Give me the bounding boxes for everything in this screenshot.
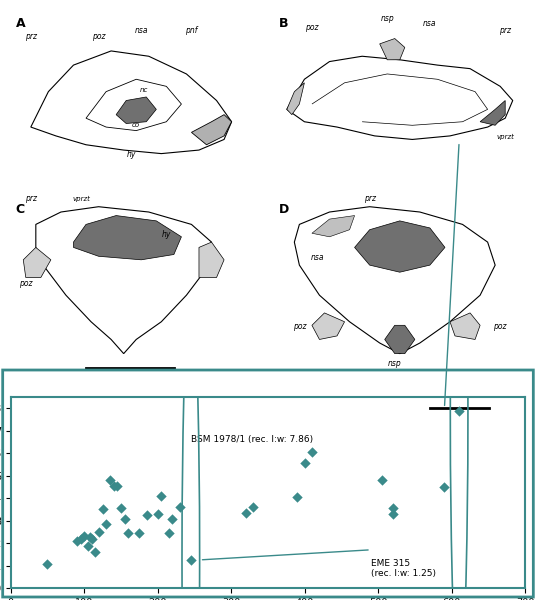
Point [87,534,96,544]
Point [301,458,309,468]
Point [153,509,162,518]
Text: nsa: nsa [423,19,437,28]
Text: A: A [16,17,25,31]
Polygon shape [23,247,51,278]
Polygon shape [450,313,480,340]
Point [249,502,258,512]
Point [106,475,114,485]
Point [86,533,94,542]
Polygon shape [287,83,304,115]
Text: poz: poz [19,280,33,289]
Polygon shape [312,215,355,237]
Text: EME 315
(rec. l:w: 1.25): EME 315 (rec. l:w: 1.25) [371,559,436,578]
Point [84,542,92,551]
Point [113,481,122,491]
Point [43,560,52,569]
Point [440,482,449,491]
Point [135,528,144,538]
Point [389,503,397,513]
Point [121,515,129,524]
Point [117,503,125,513]
Point [308,447,316,457]
Polygon shape [73,215,181,260]
Point [378,475,386,485]
Point [143,510,151,520]
Point [109,481,118,491]
Point [95,527,103,536]
Point [124,528,132,538]
Text: nc: nc [139,86,148,92]
Text: prz: prz [499,26,511,35]
Point [102,519,110,529]
Text: nsa: nsa [135,26,148,35]
Point [175,502,184,512]
Point [98,505,107,514]
Point [389,509,397,518]
Text: co: co [132,122,140,128]
Text: pnf: pnf [185,26,198,35]
Polygon shape [116,97,157,124]
Polygon shape [379,38,405,60]
Point [293,492,302,502]
Text: hy: hy [162,230,171,239]
Polygon shape [312,313,345,340]
Text: prz: prz [25,194,37,203]
Text: vprzt: vprzt [496,134,514,140]
Polygon shape [355,221,445,272]
Text: D: D [279,203,289,216]
Point [187,555,195,565]
Polygon shape [199,242,224,278]
Point [80,532,88,541]
Text: prz: prz [363,194,376,203]
Point [168,515,177,524]
Text: nsp: nsp [381,14,394,23]
Text: BSM 1978/1 (rec. l:w: 7.86): BSM 1978/1 (rec. l:w: 7.86) [191,435,313,444]
Text: C: C [16,203,25,216]
Polygon shape [480,101,505,125]
Point [91,547,100,557]
Point [76,534,85,544]
Point [157,491,166,500]
Text: prz: prz [25,32,37,41]
Text: poz: poz [305,23,319,32]
Text: hy: hy [126,150,136,159]
Polygon shape [385,325,415,353]
Text: B: B [279,17,289,31]
Text: vprzt: vprzt [72,196,90,202]
Polygon shape [191,115,232,145]
Text: poz: poz [494,322,507,331]
Text: poz: poz [293,322,306,331]
Point [242,508,250,518]
Text: nsa: nsa [311,253,324,262]
Point [455,407,464,416]
Point [165,528,173,538]
Text: nsp: nsp [388,359,401,368]
Point [72,536,81,545]
Text: poz: poz [92,32,105,41]
